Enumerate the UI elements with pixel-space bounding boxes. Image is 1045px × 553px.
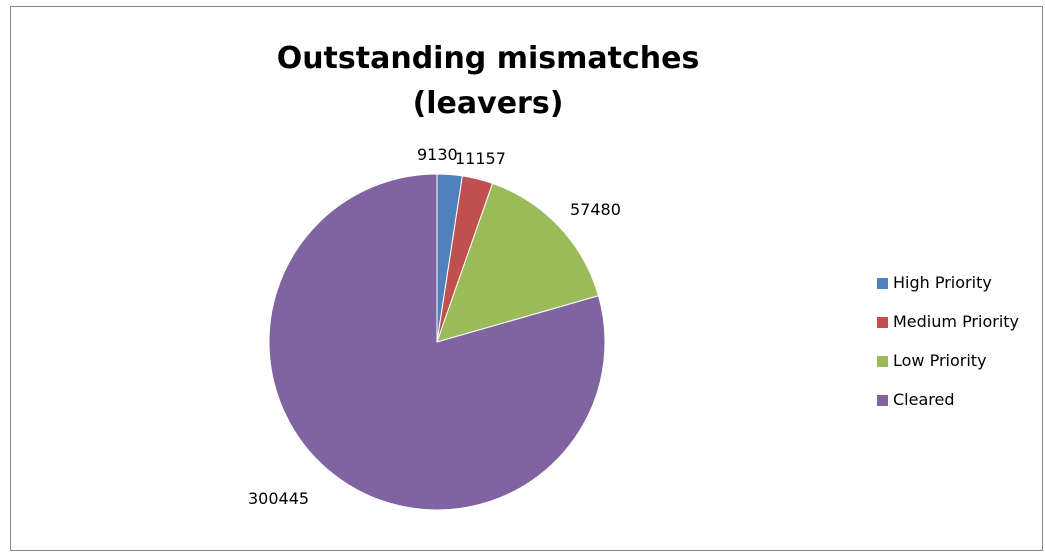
pie-slice-cleared [268, 173, 606, 511]
legend-item-high-priority: High Priority [877, 273, 1019, 293]
chart-title: Outstanding mismatches (leavers) [0, 36, 976, 126]
data-label-low-priority: 57480 [570, 200, 621, 219]
legend-item-low-priority: Low Priority [877, 351, 1019, 371]
legend-label-high-priority: High Priority [893, 273, 992, 292]
legend-swatch-medium-priority [877, 316, 888, 328]
legend-swatch-high-priority [877, 277, 888, 289]
legend-item-cleared: Cleared [877, 390, 1019, 410]
chart-title-line-2: (leavers) [412, 86, 564, 121]
data-label-cleared: 300445 [248, 489, 310, 508]
legend-label-cleared: Cleared [893, 390, 955, 409]
legend-label-low-priority: Low Priority [893, 351, 987, 370]
chart-legend: High Priority Medium Priority Low Priori… [877, 273, 1019, 429]
legend-label-medium-priority: Medium Priority [893, 312, 1020, 331]
legend-item-medium-priority: Medium Priority [877, 312, 1019, 332]
chart-title-line-1: Outstanding mismatches [276, 41, 700, 76]
legend-swatch-low-priority [877, 355, 888, 367]
data-label-medium-priority: 11157 [455, 149, 506, 168]
legend-swatch-cleared [877, 394, 888, 406]
data-label-high-priority: 9130 [417, 145, 458, 164]
pie-slice-low-priority [436, 182, 600, 343]
